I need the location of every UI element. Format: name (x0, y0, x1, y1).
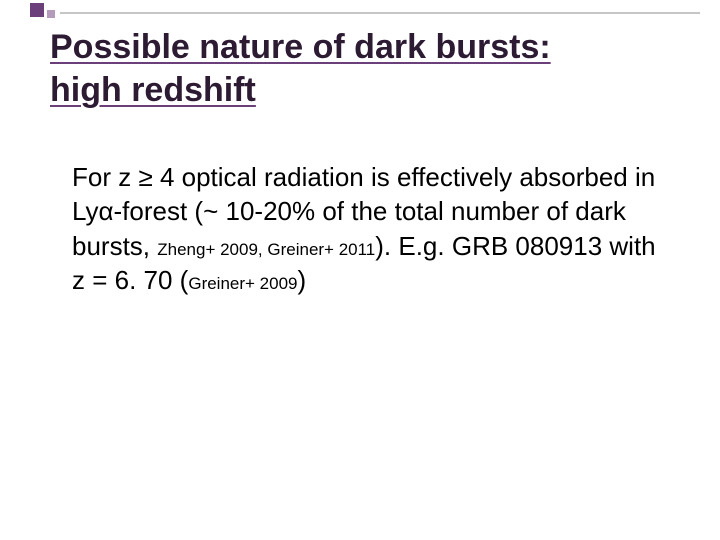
body-part-3: ) (298, 265, 307, 295)
slide-title: Possible nature of dark bursts: high red… (50, 26, 670, 111)
slide-body: For z ≥ 4 optical radiation is effective… (72, 160, 662, 297)
body-ref-2: Greiner+ 2009 (188, 274, 297, 293)
decor-square-small (47, 10, 55, 18)
decor-line (60, 12, 700, 14)
title-line-1: Possible nature of dark bursts: (50, 28, 551, 66)
top-decor (0, 0, 720, 18)
title-line-2: high redshift (50, 71, 256, 109)
decor-square-big (30, 3, 44, 17)
body-ref-1: Zheng+ 2009, Greiner+ 2011 (157, 240, 375, 259)
